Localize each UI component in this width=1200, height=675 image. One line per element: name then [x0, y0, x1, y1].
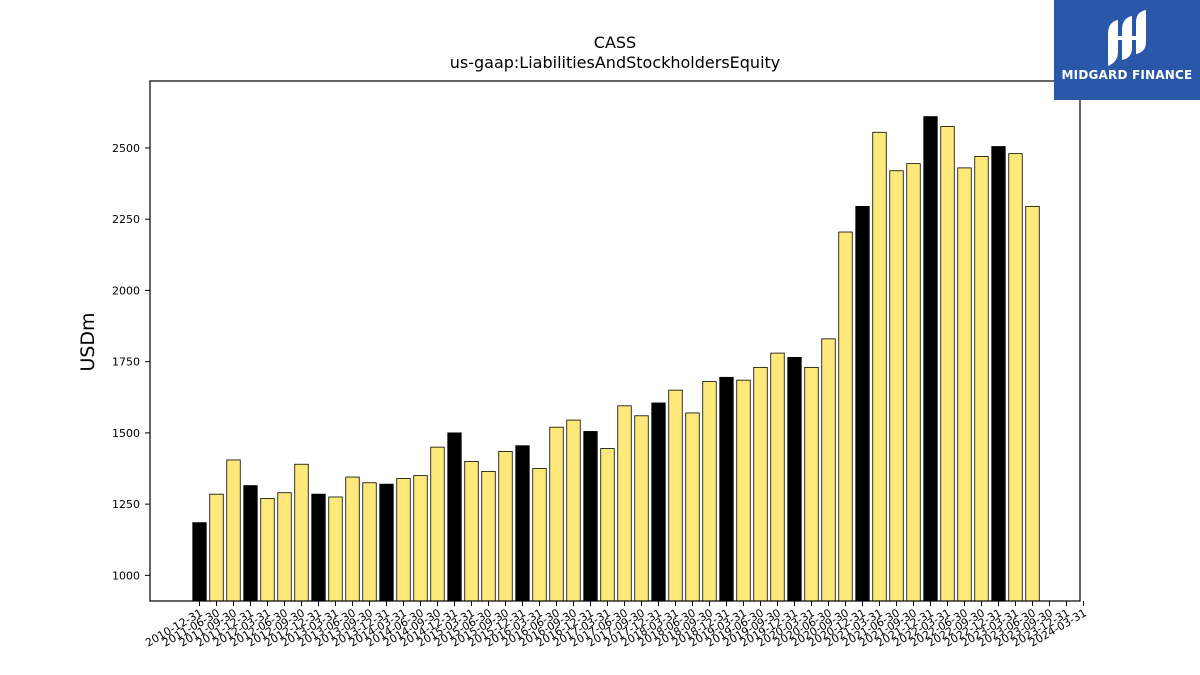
logo-mark-icon: [1108, 10, 1146, 66]
brand-logo: MIDGARD FINANCE: [1054, 0, 1200, 100]
bar: [651, 402, 666, 602]
bar: [855, 205, 870, 602]
y-tick-label: 1500: [112, 427, 140, 440]
bar: [821, 338, 836, 602]
bar: [634, 415, 649, 602]
y-tick-label: 1250: [112, 498, 140, 511]
bar: [991, 146, 1006, 602]
bar: [906, 163, 921, 602]
bar: [243, 485, 258, 602]
bar: [617, 405, 632, 602]
bar: [481, 470, 496, 602]
logo-text: MIDGARD FINANCE: [1061, 68, 1193, 82]
bar: [430, 446, 445, 602]
bar: [464, 460, 479, 602]
bar: [804, 366, 819, 602]
bar: [515, 445, 530, 602]
bar: [583, 431, 598, 602]
bar: [872, 131, 887, 602]
bar: [549, 426, 564, 602]
bar: [396, 478, 411, 602]
bar: [838, 231, 853, 602]
y-tick-label: 1000: [112, 569, 140, 582]
bar: [923, 116, 938, 602]
bar: [685, 412, 700, 602]
chart-subtitle: us-gaap:LiabilitiesAndStockholdersEquity: [450, 53, 781, 72]
bar: [566, 419, 581, 602]
bar: [753, 366, 768, 602]
bar: [702, 381, 717, 602]
bar: [311, 493, 326, 602]
bar: [345, 476, 360, 602]
bar: [260, 498, 275, 602]
bar: [957, 167, 972, 602]
y-tick-label: 1750: [112, 356, 140, 369]
bar: [192, 522, 207, 602]
bar: [447, 432, 462, 602]
bar: [600, 448, 615, 602]
bar: [940, 126, 955, 602]
bar: [770, 352, 785, 602]
bar: [379, 483, 394, 602]
bar: [294, 463, 309, 602]
bar: [209, 493, 224, 602]
bar-series: [192, 116, 1040, 602]
bar: [328, 496, 343, 602]
bar: [226, 459, 241, 602]
bar: [498, 451, 513, 602]
y-tick-label: 2250: [112, 213, 140, 226]
bar: [736, 379, 751, 602]
y-tick-label: 2500: [112, 142, 140, 155]
bar: [719, 376, 734, 602]
bar: [1008, 153, 1023, 602]
bar: [787, 356, 802, 602]
y-axis-ticks: 1000 1250 1500 1750 2000 2250 2500: [112, 142, 150, 582]
x-axis-ticks: 2010-12-312011-06-302011-09-302011-12-31…: [143, 601, 1089, 650]
bar: [1025, 205, 1040, 602]
bar: [277, 492, 292, 602]
y-tick-label: 2000: [112, 284, 140, 297]
y-axis-label: USDm: [77, 312, 99, 371]
bar: [413, 475, 428, 602]
bar: [974, 156, 989, 602]
bar: [889, 170, 904, 602]
plot-area-frame: [149, 80, 1081, 602]
bar: [668, 389, 683, 602]
chart-title: CASS: [594, 33, 636, 52]
bar: [362, 482, 377, 602]
bar: [532, 468, 547, 602]
